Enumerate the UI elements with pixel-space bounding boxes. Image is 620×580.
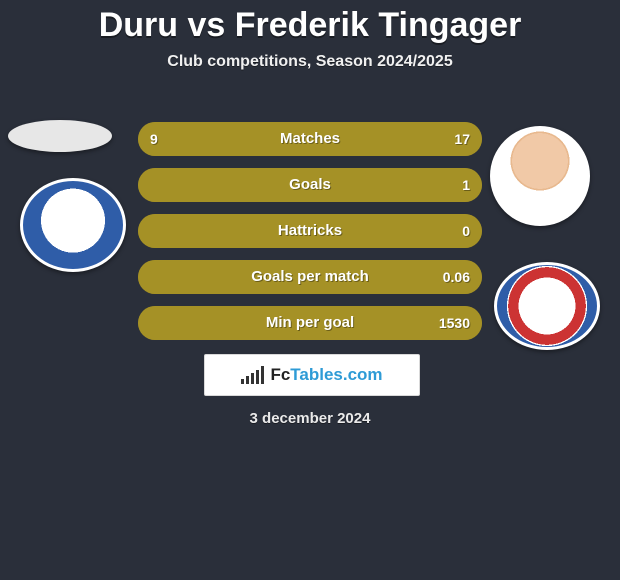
- stat-row: 0.06Goals per match: [138, 260, 482, 294]
- stat-fill-right: [138, 260, 482, 294]
- brand-text: FcTables.com: [270, 365, 382, 385]
- brand-bar: [246, 376, 249, 384]
- player-left-avatar: [8, 120, 112, 152]
- player-right-avatar: [490, 126, 590, 226]
- brand-prefix: Fc: [270, 365, 290, 384]
- brand-bar: [261, 366, 264, 384]
- comparison-card: Duru vs Frederik Tingager Club competiti…: [0, 0, 620, 580]
- stat-fill-right: [138, 168, 482, 202]
- brand-badge[interactable]: FcTables.com: [204, 354, 420, 396]
- club-left-crest: [20, 178, 126, 272]
- stat-row: 0Hattricks: [138, 214, 482, 248]
- page-title: Duru vs Frederik Tingager: [0, 0, 620, 45]
- brand-bar: [256, 370, 259, 384]
- stat-fill-right: [258, 122, 482, 156]
- stat-fill-right: [138, 306, 482, 340]
- brand-bar: [251, 373, 254, 384]
- stat-row: 1530Min per goal: [138, 306, 482, 340]
- stat-row: 917Matches: [138, 122, 482, 156]
- stat-row: 1Goals: [138, 168, 482, 202]
- club-right-crest: [494, 262, 600, 350]
- stat-fill-left: [138, 122, 258, 156]
- brand-suffix: Tables.com: [290, 365, 382, 384]
- stats-panel: 917Matches 1Goals 0Hattricks 0.06Goals per …: [138, 122, 482, 352]
- stat-fill-right: [138, 214, 482, 248]
- page-subtitle: Club competitions, Season 2024/2025: [0, 53, 620, 71]
- footer-date: 3 december 2024: [0, 410, 620, 427]
- brand-bar: [241, 379, 244, 384]
- brand-bars-icon: [241, 366, 264, 384]
